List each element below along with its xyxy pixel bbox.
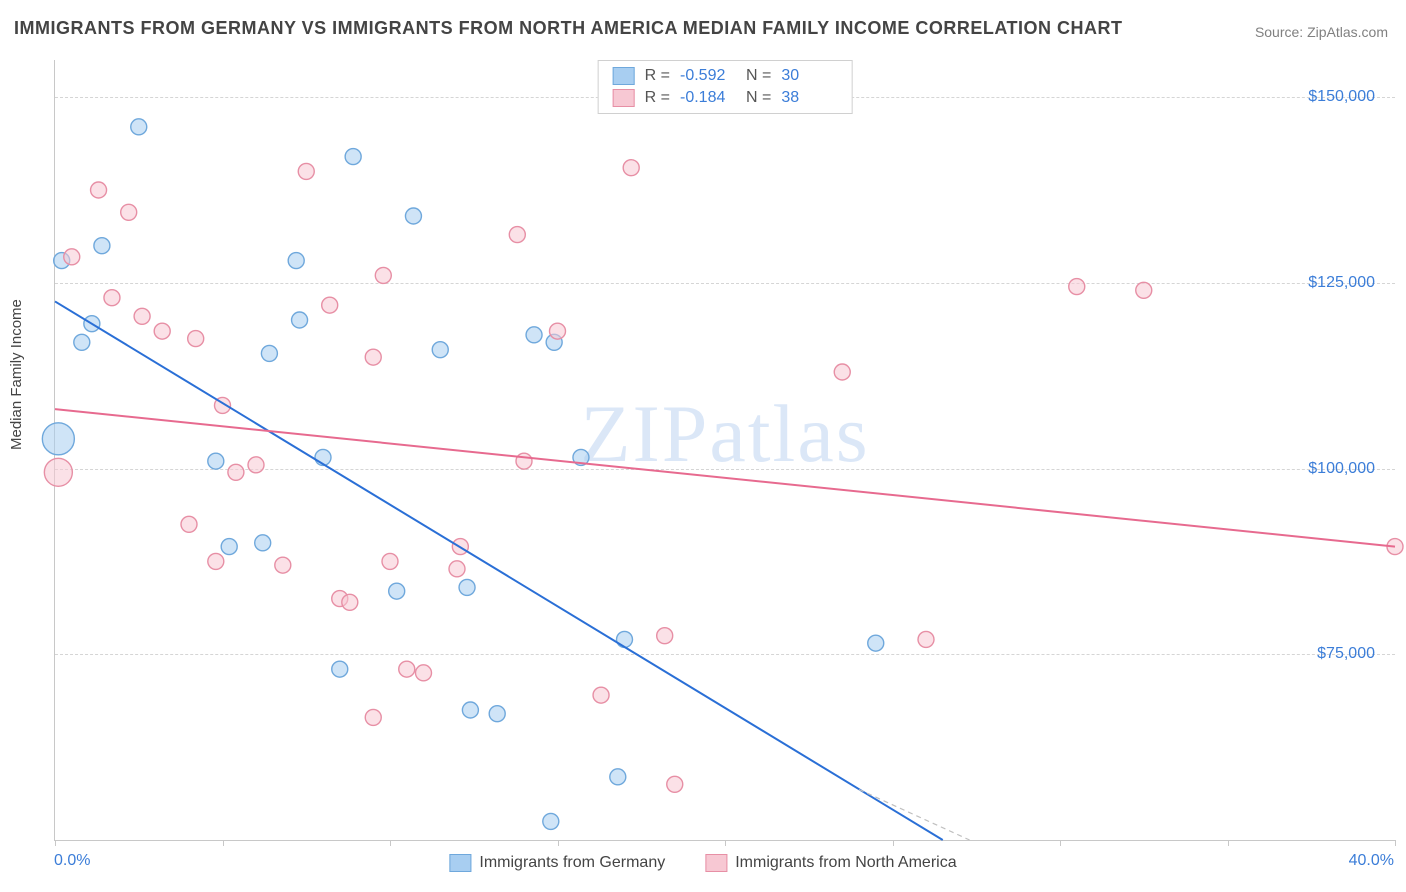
- scatter-point-north_america: [516, 453, 532, 469]
- scatter-point-north_america: [375, 267, 391, 283]
- x-tick: [390, 840, 391, 846]
- r-label: R =: [645, 65, 670, 87]
- scatter-point-germany: [255, 535, 271, 551]
- legend-stats-row-germany: R = -0.592 N = 30: [613, 65, 838, 87]
- scatter-point-germany: [489, 706, 505, 722]
- r-value-na: -0.184: [680, 87, 736, 109]
- n-value-germany: 30: [781, 65, 837, 87]
- r-label: R =: [645, 87, 670, 109]
- chart-svg: [55, 60, 1395, 840]
- scatter-point-germany: [74, 334, 90, 350]
- x-tick: [1228, 840, 1229, 846]
- scatter-point-north_america: [623, 160, 639, 176]
- scatter-point-north_america: [449, 561, 465, 577]
- x-axis-max-label: 40.0%: [1349, 852, 1394, 870]
- scatter-point-germany: [617, 631, 633, 647]
- scatter-point-north_america: [550, 323, 566, 339]
- scatter-point-germany: [462, 702, 478, 718]
- scatter-point-germany: [868, 635, 884, 651]
- source-attribution: Source: ZipAtlas.com: [1255, 24, 1388, 40]
- scatter-point-north_america: [121, 204, 137, 220]
- scatter-point-north_america: [382, 553, 398, 569]
- scatter-point-north_america: [208, 553, 224, 569]
- scatter-point-germany: [459, 579, 475, 595]
- scatter-point-germany: [261, 345, 277, 361]
- n-label: N =: [746, 87, 771, 109]
- legend-swatch-na: [705, 854, 727, 872]
- scatter-point-north_america: [593, 687, 609, 703]
- x-tick: [558, 840, 559, 846]
- scatter-point-north_america: [298, 163, 314, 179]
- scatter-point-north_america: [365, 349, 381, 365]
- legend-label-germany: Immigrants from Germany: [479, 854, 665, 872]
- scatter-point-north_america: [342, 594, 358, 610]
- n-label: N =: [746, 65, 771, 87]
- scatter-point-north_america: [181, 516, 197, 532]
- scatter-point-north_america: [104, 290, 120, 306]
- scatter-point-north_america: [834, 364, 850, 380]
- x-axis-min-label: 0.0%: [54, 852, 90, 870]
- scatter-point-germany: [543, 813, 559, 829]
- legend-swatch-na: [613, 89, 635, 107]
- x-tick: [1060, 840, 1061, 846]
- scatter-point-north_america: [64, 249, 80, 265]
- scatter-point-germany: [610, 769, 626, 785]
- legend-stats-row-na: R = -0.184 N = 38: [613, 87, 838, 109]
- scatter-point-north_america: [134, 308, 150, 324]
- scatter-point-north_america: [918, 631, 934, 647]
- legend-swatch-germany: [613, 67, 635, 85]
- legend-item-germany: Immigrants from Germany: [449, 854, 665, 872]
- x-tick: [223, 840, 224, 846]
- scatter-point-germany: [42, 423, 74, 455]
- scatter-point-germany: [131, 119, 147, 135]
- x-tick: [55, 840, 56, 846]
- legend-label-na: Immigrants from North America: [735, 854, 956, 872]
- legend-swatch-germany: [449, 854, 471, 872]
- scatter-point-north_america: [509, 227, 525, 243]
- scatter-point-germany: [292, 312, 308, 328]
- scatter-point-north_america: [275, 557, 291, 573]
- scatter-point-germany: [389, 583, 405, 599]
- scatter-point-north_america: [44, 458, 72, 486]
- legend-stats: R = -0.592 N = 30 R = -0.184 N = 38: [598, 60, 853, 114]
- scatter-point-germany: [94, 238, 110, 254]
- scatter-point-germany: [432, 342, 448, 358]
- legend-series: Immigrants from Germany Immigrants from …: [449, 854, 956, 872]
- scatter-point-germany: [221, 539, 237, 555]
- scatter-point-north_america: [91, 182, 107, 198]
- scatter-point-north_america: [399, 661, 415, 677]
- scatter-point-north_america: [1136, 282, 1152, 298]
- scatter-point-north_america: [657, 628, 673, 644]
- scatter-point-north_america: [228, 464, 244, 480]
- scatter-point-germany: [345, 149, 361, 165]
- x-tick: [725, 840, 726, 846]
- chart-title: IMMIGRANTS FROM GERMANY VS IMMIGRANTS FR…: [14, 18, 1122, 39]
- scatter-point-north_america: [322, 297, 338, 313]
- scatter-point-germany: [332, 661, 348, 677]
- scatter-point-north_america: [1069, 279, 1085, 295]
- legend-item-na: Immigrants from North America: [705, 854, 956, 872]
- scatter-point-north_america: [365, 709, 381, 725]
- scatter-point-germany: [405, 208, 421, 224]
- x-tick: [893, 840, 894, 846]
- scatter-point-north_america: [154, 323, 170, 339]
- scatter-point-germany: [288, 253, 304, 269]
- scatter-point-north_america: [248, 457, 264, 473]
- scatter-point-germany: [526, 327, 542, 343]
- y-axis-label: Median Family Income: [8, 299, 25, 450]
- scatter-point-germany: [208, 453, 224, 469]
- trend-line-germany-dashed: [859, 789, 970, 840]
- scatter-point-north_america: [188, 331, 204, 347]
- n-value-na: 38: [781, 87, 837, 109]
- plot-area: ZIPatlas $75,000$100,000$125,000$150,000…: [54, 60, 1395, 841]
- trend-line-north_america: [55, 409, 1395, 546]
- scatter-point-north_america: [667, 776, 683, 792]
- trend-line-germany: [55, 301, 943, 840]
- scatter-point-north_america: [416, 665, 432, 681]
- r-value-germany: -0.592: [680, 65, 736, 87]
- x-tick: [1395, 840, 1396, 846]
